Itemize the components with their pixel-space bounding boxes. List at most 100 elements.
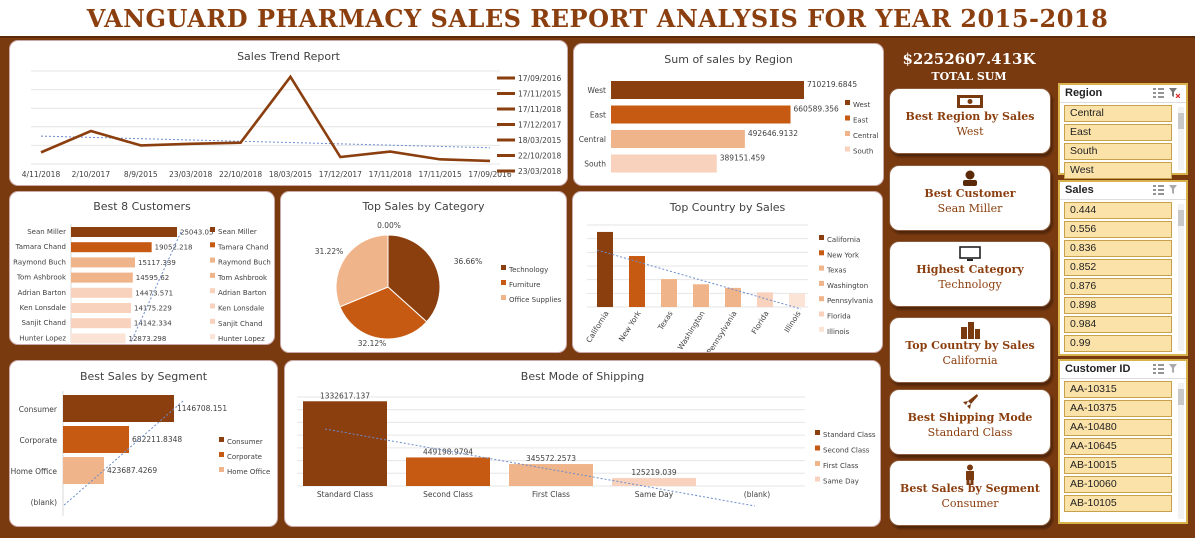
- x-tick-label: 2/10/2017: [72, 170, 111, 179]
- clear-filter-icon[interactable]: [1169, 185, 1180, 195]
- category-label: East: [590, 111, 606, 120]
- segment-title: Best Sales by Segment: [79, 370, 208, 383]
- trend-line: [40, 74, 491, 163]
- x-tick-label: Pennsylvania: [705, 309, 739, 353]
- bar: [406, 457, 490, 486]
- sales-slicer-item[interactable]: 0.876: [1064, 278, 1172, 295]
- region-slicer-scrollbar[interactable]: [1178, 107, 1184, 170]
- legend-entry: Raymond Buch: [218, 259, 271, 267]
- clear-filter-icon[interactable]: [1169, 88, 1180, 98]
- legend-entry: Corporate: [227, 453, 262, 461]
- legend-swatch: [219, 467, 224, 472]
- customers-title: Best 8 Customers: [93, 200, 191, 213]
- category-label: Home Office: [11, 467, 58, 476]
- legend-entry: South: [853, 148, 873, 156]
- customer-slicer-item[interactable]: AA-10480: [1064, 419, 1172, 436]
- region-slicer-item[interactable]: South: [1064, 143, 1172, 160]
- legend-swatch: [501, 265, 506, 270]
- shipping-chart: 1332617.137 Standard Class 449198.9794 Seco…: [297, 391, 876, 507]
- x-tick-label: Florida: [750, 309, 771, 335]
- customer-slicer-item[interactable]: AA-10375: [1064, 400, 1172, 417]
- category-label: Tom Ashbrook: [16, 274, 67, 282]
- category-chart: 36.66% 32.12% 31.22% 0.00% Technology Furnitu…: [315, 221, 562, 348]
- customer-slicer-scrollbar[interactable]: [1178, 383, 1184, 519]
- region-slicer-item[interactable]: Central: [1064, 105, 1172, 122]
- category-label: Corporate: [20, 436, 58, 445]
- data-label: 14595.62: [136, 274, 169, 282]
- x-tick-label: 4/11/2018: [22, 170, 61, 179]
- legend-entry: New York: [827, 251, 860, 259]
- multi-select-icon[interactable]: [1153, 88, 1164, 98]
- category-label: Central: [579, 135, 606, 144]
- legend-swatch: [819, 235, 824, 240]
- x-tick-label: 17/09/2016: [468, 170, 511, 179]
- legend-entry: Central: [853, 132, 879, 140]
- legend-entry: 17/11/2015: [518, 90, 561, 99]
- multi-select-icon[interactable]: [1153, 364, 1164, 374]
- sales-slicer-item[interactable]: 0.99: [1064, 335, 1172, 352]
- sales-slicer-item[interactable]: 0.444: [1064, 202, 1172, 219]
- legend-entry: 22/10/2018: [518, 152, 561, 161]
- legend-swatch: [845, 115, 850, 121]
- customer-slicer-item[interactable]: AB-10015: [1064, 457, 1172, 474]
- monitor-icon: [959, 246, 981, 261]
- sales-slicer-item[interactable]: 0.898: [1064, 297, 1172, 314]
- customer-slicer-item[interactable]: AA-10315: [1064, 381, 1172, 398]
- customer-slicer-item[interactable]: AB-10105: [1064, 495, 1172, 512]
- region-slicer-item[interactable]: West: [1064, 162, 1172, 179]
- bar: [71, 257, 135, 268]
- legend-swatch: [210, 272, 215, 278]
- shipping-title: Best Mode of Shipping: [520, 370, 645, 383]
- country-title: Top Country by Sales: [669, 201, 786, 214]
- bar: [71, 287, 133, 298]
- best-shipping-card-title: Best Shipping Mode: [907, 411, 1033, 424]
- shipping-panel: Best Mode of Shipping 1332617.137 Standar…: [284, 360, 881, 527]
- bar: [71, 272, 133, 283]
- x-tick-label: 17/11/2018: [369, 170, 412, 179]
- sales-slicer-item[interactable]: 0.556: [1064, 221, 1172, 238]
- legend-entry: Ken Lonsdale: [218, 305, 264, 313]
- data-label: 14175.229: [134, 305, 172, 313]
- legend-entry: 17/11/2018: [518, 105, 561, 114]
- region-slicer-item[interactable]: East: [1064, 124, 1172, 141]
- customer-slicer-item[interactable]: AA-10645: [1064, 438, 1172, 455]
- category-label: Ken Lonsdale: [20, 304, 66, 312]
- clear-filter-icon[interactable]: [1169, 364, 1180, 374]
- x-tick-label: (blank): [744, 490, 770, 499]
- data-label: 492646.9132: [748, 129, 798, 138]
- x-tick-label: Washington: [676, 309, 707, 351]
- data-label: 423687.4269: [107, 466, 157, 475]
- x-tick-label: 17/12/2017: [319, 170, 362, 179]
- top-country-card: Top Country by Sales California: [889, 317, 1051, 383]
- legend-entry: Standard Class: [823, 431, 876, 439]
- legend-entry: Texas: [826, 267, 847, 275]
- data-label: 14473.571: [135, 289, 173, 297]
- legend-swatch: [819, 326, 824, 332]
- report-header: VANGUARD PHARMACY SALES REPORT ANALYSIS …: [0, 0, 1195, 38]
- legend-entry: Adrian Barton: [218, 289, 266, 297]
- x-tick-label: Texas: [656, 309, 675, 332]
- x-tick-label: 23/03/2018: [169, 170, 212, 179]
- sales-trend-title: Sales Trend Report: [237, 50, 340, 63]
- total-sum: $2252607.413K TOTAL SUM: [888, 50, 1050, 83]
- sales-slicer-item[interactable]: 0.836: [1064, 240, 1172, 257]
- bar: [509, 464, 593, 486]
- x-tick-label: 18/03/2015: [269, 170, 312, 179]
- sales-slicer-item[interactable]: 0.852: [1064, 259, 1172, 276]
- legend-entry: Consumer: [227, 438, 263, 446]
- highest-category-card: Highest Category Technology: [889, 241, 1051, 307]
- category-label: Sean Miller: [27, 228, 66, 236]
- customer-slicer-item[interactable]: AB-10060: [1064, 476, 1172, 493]
- data-label: 449198.9794: [423, 447, 473, 456]
- legend-entry: Washington: [827, 282, 868, 290]
- multi-select-icon[interactable]: [1153, 185, 1164, 195]
- region-chart: West 710219.6845 East 660589.356 Central 4926…: [579, 80, 879, 173]
- user-icon: [966, 464, 974, 485]
- category-label: South: [584, 160, 606, 169]
- data-label: 345572.2573: [526, 454, 576, 463]
- sales-slicer-scrollbar[interactable]: [1178, 204, 1184, 351]
- x-tick-label: California: [584, 309, 611, 344]
- region-title: Sum of sales by Region: [664, 53, 793, 66]
- bar: [63, 457, 105, 484]
- sales-slicer-item[interactable]: 0.984: [1064, 316, 1172, 333]
